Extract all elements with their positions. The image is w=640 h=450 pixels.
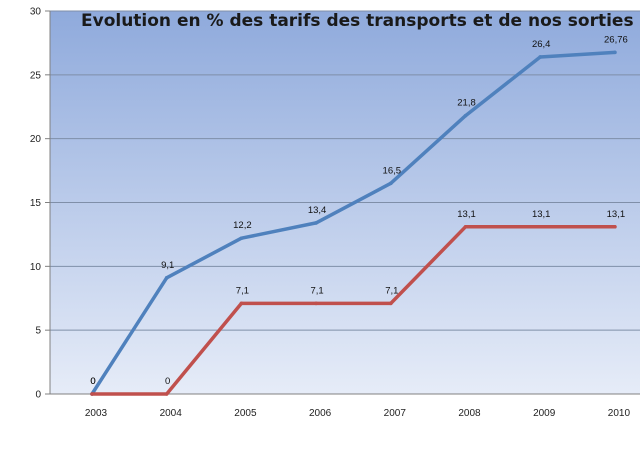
series-line-2 [90,225,617,396]
data-point [314,301,318,306]
data-label: 21,8 [457,98,476,109]
data-label: 13,4 [308,205,327,216]
x-tick-label: 2008 [458,408,481,419]
x-tick-label: 2003 [85,408,108,419]
data-point [314,221,318,225]
data-point [90,392,94,396]
series-lines [90,50,617,396]
gridlines [50,10,640,331]
data-label: 0 [165,376,170,387]
data-label: 26,4 [532,39,551,50]
data-label: 13,1 [607,209,626,220]
data-point [538,55,542,59]
data-label: 0 [90,376,95,387]
data-point [613,50,617,55]
data-label: 13,1 [532,209,551,220]
series-line-1 [90,50,617,396]
data-point [538,224,542,229]
data-label: 0 [90,376,95,387]
x-tick-label: 2009 [533,408,556,419]
y-tick-label: 5 [35,326,41,337]
axes: 0 5 10 15 20 25 30 2003 2004 2005 2006 2007 2008 2009… [30,7,640,419]
data-point [389,181,393,186]
data-label: 12,2 [233,220,252,231]
x-tick-label: 2005 [234,408,257,419]
x-tick-label: 2010 [608,408,631,419]
y-tick-label: 10 [30,262,42,273]
data-point [239,236,244,241]
y-tick-label: 20 [30,134,42,145]
data-point [613,224,617,229]
y-tick-label: 25 [30,70,42,81]
data-label: 7,1 [310,285,323,296]
data-label: 7,1 [236,285,249,296]
data-point [239,301,244,306]
data-point [389,301,393,306]
data-point [463,113,468,118]
x-tick-label: 2004 [160,408,183,419]
data-label: 7,1 [385,285,398,296]
data-point [164,392,169,396]
y-tick-label: 30 [30,7,42,18]
data-label: 13,1 [457,209,476,220]
x-tick-label: 2006 [309,408,332,419]
chart-title: Evolution en % des tarifs des transports… [81,11,634,31]
y-tick-label: 15 [30,198,42,209]
data-label: 16,5 [383,165,402,176]
data-point [463,224,468,229]
data-point [164,276,169,280]
x-tick-label: 2007 [384,408,407,419]
data-labels: 09,112,213,416,521,826,4 26,760 07,1 7,1 7,1… [90,34,627,387]
y-tick-label: 0 [35,390,41,401]
data-label: 26,76 [604,34,628,45]
data-label: 9,1 [161,260,174,271]
